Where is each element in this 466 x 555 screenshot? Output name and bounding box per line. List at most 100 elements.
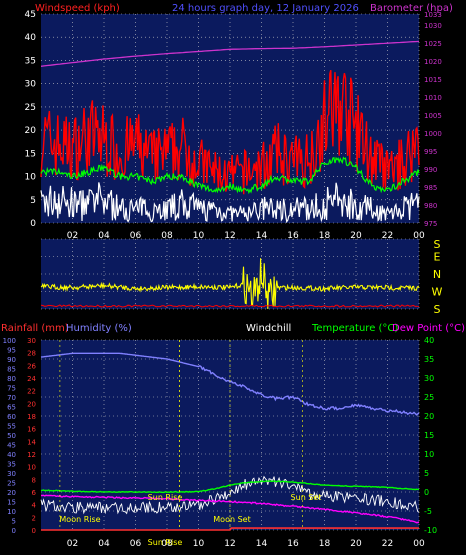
temperature-tick-label: 25 [424,393,434,402]
x-tick-label: 16 [287,231,299,241]
windspeed-axis-ticks: 0 5 10 15 20 25 30 35 40 45 [25,10,37,229]
humidity-tick-label: 95 [7,347,16,355]
humidity-tick-label: 20 [7,489,16,497]
rainfall-axis-title: Rainfall (mm) [1,323,69,334]
direction-speed-trace [40,304,420,308]
rainfall-tick-label: 20 [27,400,36,408]
rainfall-tick-label: 28 [27,350,36,358]
y-tick-label: 0 [30,219,36,229]
temperature-tick-label: -5 [424,507,432,516]
temperature-tick-label: 20 [424,412,434,421]
x-tick-label: 06 [130,231,142,241]
x-tick-label: 20 [350,231,362,241]
x-tick-label: 04 [98,231,110,241]
x-tick-label: 00 [413,539,425,549]
wind-x-axis-ticks: 02 04 06 08 10 12 14 16 18 20 22 00 [67,231,425,241]
rainfall-tick-label: 12 [27,451,36,459]
direction-series [40,258,420,310]
humidity-tick-label: 25 [7,480,16,488]
wind-gust-line [40,182,420,224]
temperature-tick-label: 5 [424,469,429,478]
x-tick-label: 02 [67,231,78,241]
barometer-axis-title: Barometer (hpa) [370,3,453,14]
x-tick-label: 08 [161,539,173,549]
rainfall-tick-label: 16 [27,426,36,434]
temperature-tick-label: 40 [424,336,434,345]
y-tick-label: 5 [30,196,36,206]
y-tick-label: 25 [25,103,36,113]
rainfall-tick-label: 2 [32,514,36,522]
x-tick-label: 16 [287,539,299,549]
x-tick-label: 12 [224,539,235,549]
rainfall-tick-label: 22 [27,388,36,396]
wind-direction-line [40,258,420,310]
humidity-tick-label: 35 [7,461,16,469]
rainfall-tick-label: 18 [27,413,36,421]
x-tick-label: 18 [319,539,331,549]
humidity-tick-label: 10 [7,508,16,516]
barometer-tick-label: 980 [424,202,437,210]
barometer-tick-label: 995 [424,148,437,156]
humidity-tick-label: 15 [7,499,16,507]
x-tick-label: 00 [413,231,425,241]
x-tick-label: 22 [382,231,393,241]
humidity-tick-label: 0 [12,527,16,535]
barometer-line [40,40,420,67]
x-tick-label: 18 [319,231,331,241]
temperature-line [40,480,419,494]
x-tick-label: 12 [224,231,235,241]
x-tick-label: 02 [67,539,78,549]
direction-plot-area [41,239,419,309]
x-tick-label: 20 [350,539,362,549]
wind-average-line [40,156,420,195]
rainfall-tick-label: 26 [27,362,36,370]
rainfall-tick-label: 8 [32,476,36,484]
y-tick-label: 45 [25,10,36,20]
temperature-panel: Rainfall (mm) Humidity (%) Windchill Tem… [1,323,465,549]
sun-moon-label: Moon Rise [59,515,100,524]
barometer-tick-label: 1010 [424,94,442,102]
rainfall-line [41,527,419,531]
sun-moon-label: Sun Rise [148,493,183,502]
temperature-tick-label: 15 [424,431,434,440]
windspeed-line [40,70,420,195]
humidity-tick-label: 5 [12,518,16,526]
windchill-label: Windchill [246,323,291,334]
humidity-tick-label: 85 [7,366,16,374]
humidity-tick-label: 65 [7,404,16,412]
y-tick-label: 35 [25,56,36,66]
barometer-tick-label: 985 [424,184,437,192]
y-tick-label: 15 [25,149,36,159]
humidity-line [40,352,420,416]
humidity-tick-label: 45 [7,442,16,450]
x-tick-label: 04 [98,539,110,549]
y-tick-label: 30 [25,80,37,90]
barometer-tick-label: 1030 [424,22,442,30]
humidity-tick-label: 100 [3,337,16,345]
temperature-tick-label: 0 [424,488,429,497]
chart-title: 24 hours graph day, 12 January 2026 [172,3,359,14]
humidity-tick-label: 80 [7,375,16,383]
sun-moon-annotations: Sun Rise Moon Rise Sun Rise Moon Set Sun Set [59,340,321,547]
temperature-tick-label: 10 [424,450,434,459]
windspeed-axis-title: Windspeed (kph) [35,3,120,14]
rainfall-tick-label: 14 [27,438,36,446]
barometer-tick-label: 1020 [424,58,442,66]
direction-label: N [433,268,441,281]
rainfall-tick-label: 4 [32,502,37,510]
rainfall-tick-label: 6 [32,489,37,497]
barometer-tick-label: 1005 [424,112,442,120]
y-tick-label: 10 [25,173,37,183]
rainfall-tick-label: 30 [27,337,36,345]
y-tick-label: 20 [25,126,37,136]
humidity-tick-label: 40 [7,451,16,459]
direction-label: S [434,238,441,251]
direction-label: E [434,251,441,264]
x-tick-label: 22 [382,539,393,549]
x-tick-label: 10 [193,539,205,549]
